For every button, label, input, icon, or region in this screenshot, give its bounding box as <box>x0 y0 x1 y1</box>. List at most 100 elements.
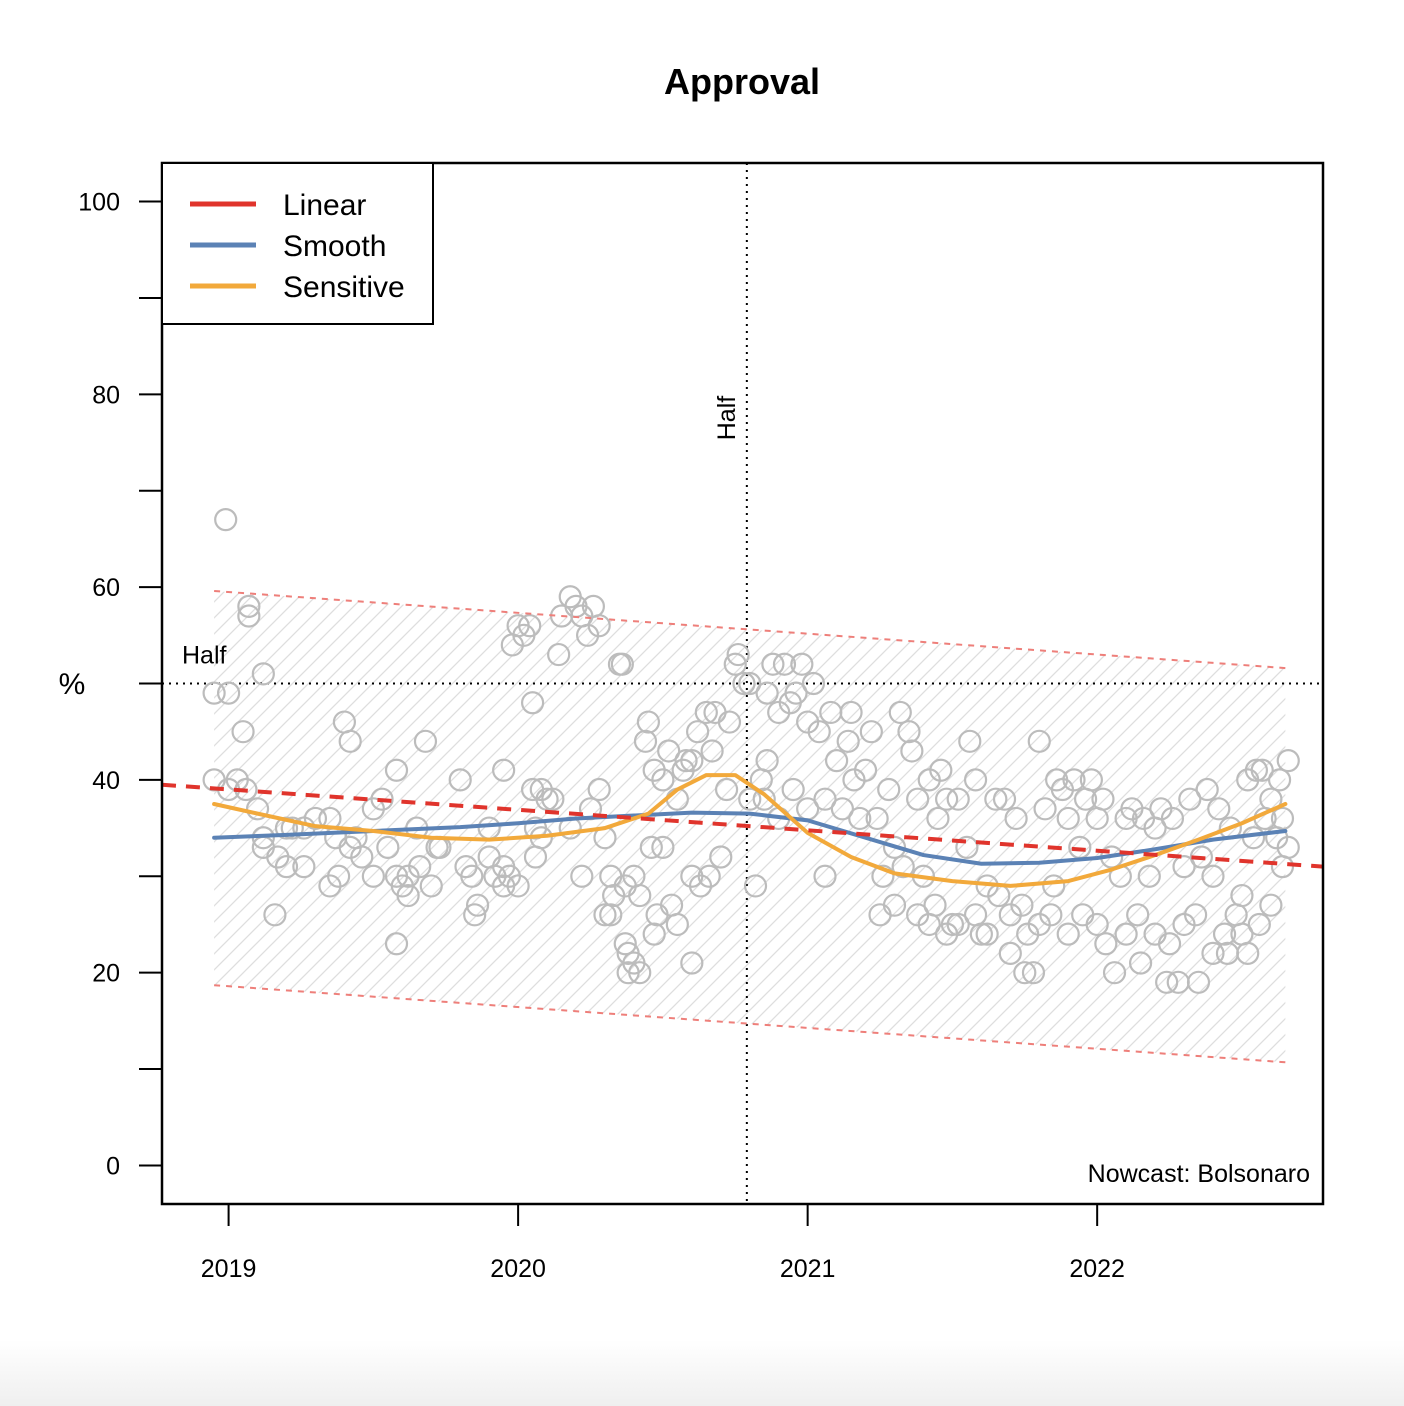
x-tick-label: 2021 <box>780 1255 836 1283</box>
poll-point <box>361 864 385 888</box>
poll-point <box>801 671 826 696</box>
poll-point <box>963 768 988 792</box>
poll-point <box>460 864 484 888</box>
y-tick-label: 80 <box>92 381 120 409</box>
poll-point <box>897 720 921 744</box>
poll-point <box>610 652 634 676</box>
half-vertical-label: Half <box>713 396 741 441</box>
poll-point <box>714 777 739 802</box>
poll-point <box>772 652 797 676</box>
poll-point <box>743 874 768 898</box>
poll-point <box>1039 903 1063 927</box>
poll-point <box>1155 970 1179 994</box>
poll-point <box>587 777 611 802</box>
poll-point <box>940 912 965 937</box>
poll-point <box>923 893 947 917</box>
poll-point <box>1033 797 1057 821</box>
poll-point <box>738 671 762 696</box>
poll-point <box>830 797 854 821</box>
poll-point <box>1027 729 1051 753</box>
poll-point <box>1056 806 1080 831</box>
poll-point <box>280 816 304 840</box>
poll-point <box>1010 893 1034 917</box>
poll-point <box>237 604 261 628</box>
poll-point <box>891 855 915 879</box>
poll-point <box>587 614 611 638</box>
y-axis-label: % <box>59 668 86 701</box>
poll-point <box>717 710 742 734</box>
poll-point <box>593 903 617 927</box>
poll-point <box>520 691 545 715</box>
poll-point <box>599 903 623 927</box>
poll-point <box>570 864 594 888</box>
poll-point <box>245 797 270 821</box>
poll-point <box>1244 758 1269 782</box>
poll-point <box>463 903 487 927</box>
poll-point <box>1157 932 1182 956</box>
poll-point <box>1114 922 1138 946</box>
poll-point <box>674 749 698 773</box>
poll-point <box>882 835 907 859</box>
poll-point <box>274 855 299 879</box>
poll-point <box>877 777 901 802</box>
poll-point <box>251 662 275 686</box>
linear-trend-line <box>162 782 1323 869</box>
poll-point <box>1276 749 1300 773</box>
poll-point <box>929 758 953 782</box>
poll-point <box>413 729 438 753</box>
poll-point <box>1160 806 1185 831</box>
poll-point <box>1021 961 1046 985</box>
poll-point <box>836 729 860 753</box>
poll-point <box>636 710 661 734</box>
poll-point <box>274 816 299 840</box>
poll-point <box>888 700 912 725</box>
poll-point <box>839 700 863 725</box>
poll-point <box>726 642 750 667</box>
poll-point <box>628 961 652 985</box>
poll-point <box>984 787 1008 811</box>
poll-point <box>350 845 374 869</box>
poll-point <box>1184 903 1208 927</box>
poll-point <box>396 883 420 908</box>
x-tick-label: 2019 <box>201 1255 257 1283</box>
poll-point <box>1172 855 1196 879</box>
poll-point <box>790 652 814 676</box>
poll-point <box>628 883 652 908</box>
poll-point <box>1102 961 1127 985</box>
poll-point <box>859 720 883 744</box>
poll-point <box>1195 777 1219 802</box>
poll-point <box>935 787 959 811</box>
poll-point <box>665 912 689 937</box>
poll-point <box>813 787 837 811</box>
poll-point <box>338 729 362 753</box>
y-tick-label: 60 <box>92 574 120 602</box>
poll-point <box>848 806 872 831</box>
poll-point <box>1128 951 1153 975</box>
poll-point <box>1236 941 1260 965</box>
poll-point <box>384 758 409 782</box>
poll-point <box>824 749 849 773</box>
poll-point <box>303 806 328 831</box>
poll-point <box>755 749 779 773</box>
poll-point <box>680 951 704 975</box>
poll-point <box>680 749 704 773</box>
poll-point <box>535 787 559 811</box>
poll-point <box>1250 758 1274 782</box>
poll-point <box>1085 912 1109 937</box>
poll-point <box>216 681 241 705</box>
poll-point <box>882 893 907 917</box>
poll-point <box>752 787 776 811</box>
poll-point <box>327 864 351 888</box>
legend-label-smooth: Smooth <box>283 230 386 263</box>
poll-point <box>998 941 1022 965</box>
poll-point <box>1189 845 1213 869</box>
y-tick-label: 20 <box>92 960 120 988</box>
poll-point <box>492 758 516 782</box>
y-tick-label: 0 <box>106 1152 120 1180</box>
poll-point <box>1056 922 1080 946</box>
x-tick-label: 2020 <box>490 1255 546 1283</box>
poll-point <box>376 835 400 859</box>
x-axis: 2019 2020 2021 2022 <box>201 1204 1125 1283</box>
poll-point <box>700 739 724 763</box>
